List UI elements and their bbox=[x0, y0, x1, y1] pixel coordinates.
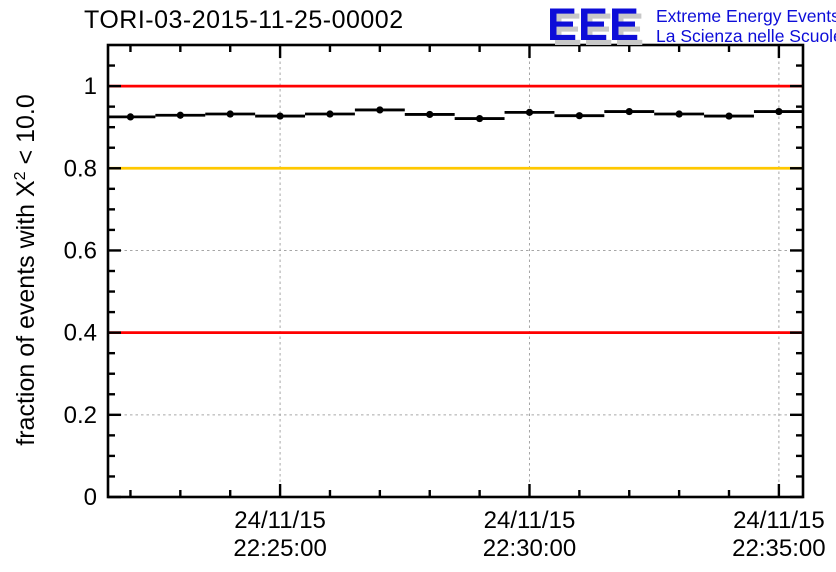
y-tick-label: 0.8 bbox=[64, 155, 97, 182]
y-axis-title-suffix: < 10.0 bbox=[12, 94, 40, 172]
data-point-marker bbox=[525, 108, 534, 116]
eee-logo: EEE Extreme Energy Events La Scienza nel… bbox=[545, 2, 836, 52]
data-point-marker bbox=[326, 110, 334, 118]
data-point-marker bbox=[376, 106, 384, 114]
y-tick-label: 0.4 bbox=[64, 320, 97, 347]
y-tick-label: 0.6 bbox=[64, 237, 97, 264]
data-point-marker bbox=[775, 107, 783, 116]
data-point-marker bbox=[725, 112, 733, 120]
x-tick-label-date: 24/11/15 bbox=[234, 507, 326, 534]
y-axis-title-prefix: fraction of events with X bbox=[12, 180, 40, 446]
x-tick-label-time: 22:25:00 bbox=[233, 535, 326, 562]
y-tick-label: 1 bbox=[84, 73, 97, 100]
eee-logo-letters: EEE bbox=[547, 0, 641, 50]
reference-lines bbox=[108, 84, 803, 335]
data-point-marker bbox=[176, 111, 184, 119]
y-axis-title-superscript: 2 bbox=[12, 171, 29, 181]
chart-title: TORI-03-2015-11-25-00002 bbox=[84, 6, 404, 34]
eee-logo-text: Extreme Energy Events La Scienza nelle S… bbox=[656, 6, 836, 46]
y-tick-label: 0.2 bbox=[64, 402, 97, 429]
data-point-marker bbox=[575, 112, 583, 120]
x-tick-label-date: 24/11/15 bbox=[484, 507, 576, 534]
data-point-marker bbox=[226, 110, 234, 118]
x-tick-label-date: 24/11/15 bbox=[733, 507, 825, 534]
x-tick-label-time: 22:30:00 bbox=[483, 535, 576, 562]
data-point-marker bbox=[426, 110, 434, 119]
data-point-marker bbox=[675, 110, 683, 118]
data-point-marker bbox=[625, 107, 633, 116]
eee-logo-text-line1: Extreme Energy Events bbox=[656, 6, 836, 26]
axis-tick-labels: 00.20.40.60.8124/11/1522:25:0024/11/1522… bbox=[64, 73, 826, 562]
data-point-marker bbox=[126, 113, 135, 121]
data-point-marker bbox=[276, 112, 284, 120]
x-tick-label-time: 22:35:00 bbox=[732, 535, 825, 562]
data-series bbox=[108, 106, 803, 123]
eee-logo-text-line2: La Scienza nelle Scuole bbox=[656, 26, 836, 46]
axis-ticks bbox=[108, 45, 803, 499]
data-point-marker bbox=[476, 114, 484, 123]
y-tick-label: 0 bbox=[84, 484, 97, 511]
y-axis-title: fraction of events with X2 < 10.0 bbox=[12, 40, 48, 500]
